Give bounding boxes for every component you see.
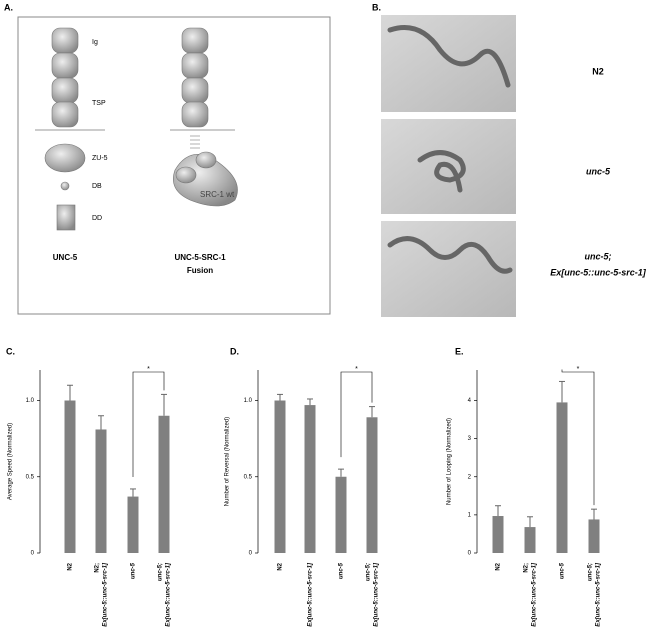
x-tick-label: N2: [278, 562, 284, 570]
panel-a-frame: [17, 16, 331, 315]
bar: [304, 405, 316, 553]
x-tick-label: Ex[unc-5::unc-5-src-1]: [374, 562, 380, 627]
bar: [64, 400, 76, 553]
x-tick-label: N2: [496, 562, 502, 570]
significance-bracket: [340, 371, 373, 458]
panel-label: B.: [372, 2, 381, 12]
x-tick-label: unc-5: [560, 562, 566, 579]
x-tick-label: unc-5: [131, 562, 137, 579]
y-tick-label: 1.0: [26, 398, 35, 404]
y-axis-title: Number of Looping (Normalized): [447, 418, 453, 505]
bar: [492, 516, 504, 553]
y-tick-label: 3: [468, 436, 472, 442]
construct-name: UNC-5: [53, 253, 78, 262]
y-axis-title: Number of Reversal (Normalized): [225, 417, 231, 506]
x-tick-label: Ex[unc-5::unc-5-src-1]: [103, 562, 109, 627]
x-tick-label: N2: [68, 562, 74, 570]
domain-label: DD: [92, 215, 102, 222]
y-axis-title: Average Speed (Normalized): [8, 423, 14, 500]
bar: [274, 400, 286, 553]
bar: [556, 402, 568, 553]
panel-label: E.: [455, 346, 464, 356]
y-tick-label: 0: [31, 551, 35, 557]
panel-label: D.: [230, 346, 239, 356]
significance-mark: *: [355, 366, 358, 373]
src-label: SRC-1 wt: [200, 190, 235, 199]
significance-mark: *: [577, 366, 580, 373]
x-tick-label: unc-5;: [588, 563, 594, 581]
domain-label: Ig: [92, 39, 98, 46]
y-tick-label: 1.0: [244, 398, 253, 404]
x-tick-label: Ex[unc-5::unc-5-src-1]: [532, 562, 538, 627]
domain-label: DB: [92, 183, 102, 190]
construct-name: UNC-5-SRC-1: [174, 253, 226, 262]
bar: [335, 476, 347, 553]
panel-label: A.: [4, 2, 13, 12]
x-tick-label: unc-5;: [366, 563, 372, 581]
panel-label: C.: [6, 346, 15, 356]
x-tick-label: Ex[unc-5::unc-5-src-1]: [596, 562, 602, 627]
x-tick-label: N2;: [95, 563, 101, 573]
bar: [588, 519, 600, 553]
x-tick-label: N2;: [524, 563, 530, 573]
bar: [158, 415, 170, 553]
bar: [95, 429, 107, 553]
significance-bracket: [132, 371, 165, 477]
domain-label: ZU-5: [92, 155, 108, 162]
y-tick-label: 0: [249, 551, 253, 557]
construct-name: Fusion: [187, 266, 213, 275]
bar: [524, 527, 536, 553]
y-tick-label: 1: [468, 512, 472, 518]
bar: [127, 496, 139, 553]
strain-label: N2: [592, 66, 604, 76]
y-tick-label: 2: [468, 474, 472, 480]
x-tick-label: unc-5: [339, 562, 345, 579]
y-tick-label: 0.5: [26, 474, 35, 480]
x-tick-label: unc-5;: [158, 563, 164, 581]
x-tick-label: Ex[unc-5::unc-5-src-1]: [308, 562, 314, 627]
strain-label: unc-5;: [585, 251, 612, 261]
significance-bracket: [561, 369, 595, 506]
y-tick-label: 0: [468, 551, 472, 557]
bar: [366, 417, 378, 553]
strain-label: Ex[unc-5::unc-5-src-1]: [550, 267, 647, 277]
y-tick-label: 0.5: [244, 474, 253, 480]
significance-mark: *: [147, 366, 150, 373]
worm-images: [381, 15, 516, 317]
strain-label: unc-5: [586, 166, 611, 176]
x-tick-label: Ex[unc-5::unc-5-src-1]: [166, 562, 172, 627]
unc5-diagram: [35, 27, 238, 231]
domain-label: TSP: [92, 100, 106, 107]
y-tick-label: 4: [468, 398, 472, 404]
